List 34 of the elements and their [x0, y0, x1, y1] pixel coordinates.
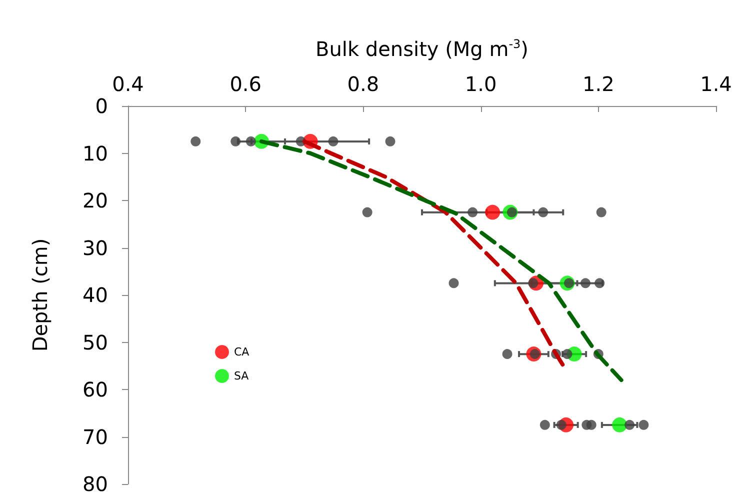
- x-tick-label: 0.4: [112, 72, 144, 96]
- point: [502, 349, 512, 360]
- y-tick-label: 20: [82, 188, 108, 212]
- point: [385, 136, 396, 146]
- y-tick-label: 30: [82, 236, 108, 260]
- y-tick-label: 50: [82, 330, 108, 354]
- y-tick-label: 40: [82, 283, 108, 307]
- y-tick-label: 80: [82, 472, 108, 494]
- y-tick-label: 10: [82, 141, 108, 166]
- x-tick-label: 0.6: [230, 72, 262, 96]
- legend-label: CA: [234, 346, 250, 358]
- point: [190, 136, 201, 146]
- point: [328, 136, 338, 146]
- point: [468, 207, 478, 218]
- legend-label: SA: [234, 370, 250, 382]
- x-tick-label: 0.8: [347, 72, 380, 96]
- point: [362, 207, 372, 218]
- point: [638, 420, 649, 430]
- point: [596, 207, 606, 218]
- y-tick-label: 60: [82, 378, 108, 402]
- y-tick-label: 70: [82, 424, 108, 449]
- y-axis-title: Depth (cm): [28, 238, 52, 352]
- point: [624, 420, 635, 430]
- point: [485, 204, 500, 220]
- point: [540, 420, 550, 430]
- point: [448, 278, 459, 288]
- point: [586, 420, 596, 430]
- x-tick-label: 1.4: [700, 72, 732, 96]
- y-tick-label: 0: [95, 94, 108, 118]
- point: [612, 417, 628, 432]
- point: [580, 278, 590, 288]
- point: [538, 207, 548, 218]
- x-tick-label: 1.2: [582, 72, 614, 96]
- x-tick-label: 1.0: [464, 72, 497, 96]
